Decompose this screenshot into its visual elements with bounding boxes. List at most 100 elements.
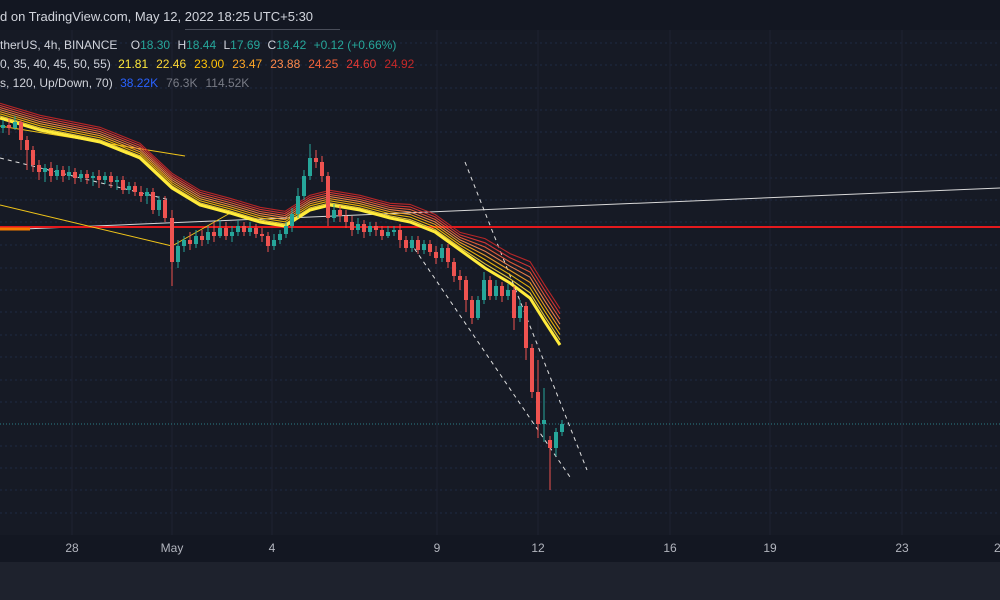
candle-up	[157, 200, 161, 210]
candle-up	[284, 226, 288, 234]
candle-up	[194, 236, 198, 244]
candle-up	[554, 432, 558, 448]
candle-up	[1, 125, 5, 128]
candle-up	[386, 232, 390, 236]
x-tick-label: 2	[994, 541, 1000, 555]
candle-down	[49, 168, 53, 176]
x-tick-label: 19	[763, 541, 777, 555]
candle-down	[260, 234, 264, 236]
legend-c-label: C	[267, 38, 277, 52]
candle-down	[380, 230, 384, 236]
candle-up	[43, 168, 47, 172]
candle-down	[25, 140, 29, 150]
price-chart[interactable]	[0, 30, 1000, 535]
legend-high: 18.44	[186, 38, 217, 52]
legend-volume-value: 38.22K	[120, 76, 159, 90]
candle-down	[320, 162, 324, 176]
candle-down	[326, 176, 330, 218]
legend-l-label: L	[223, 38, 231, 52]
legend-ribbon-value: 21.81	[118, 57, 149, 71]
candle-up	[278, 234, 282, 240]
candle-up	[422, 244, 426, 250]
candle-down	[512, 290, 516, 318]
candle-up	[476, 300, 480, 318]
candle-down	[416, 240, 420, 250]
candle-up	[91, 176, 95, 178]
legend-change: +0.12 (+0.66%)	[313, 38, 397, 52]
candle-up	[145, 192, 149, 196]
legend-ribbon-params: 0, 35, 40, 45, 50, 55)	[0, 57, 111, 71]
candle-down	[19, 122, 23, 140]
candle-down	[536, 392, 540, 424]
legend-ribbon-value: 24.92	[384, 57, 415, 71]
legend-volume: s, 120, Up/Down, 70) 38.22K 76.3K 114.52K	[0, 76, 261, 90]
x-tick-label: 9	[433, 541, 441, 555]
candle-down	[37, 165, 41, 172]
candle-up	[290, 214, 294, 226]
candle-up	[542, 420, 546, 424]
candle-up	[272, 240, 276, 246]
legend-low: 17.69	[230, 38, 261, 52]
legend-ribbon-value: 22.46	[156, 57, 187, 71]
x-tick-label: 16	[663, 541, 677, 555]
x-tick-label: 28	[65, 541, 79, 555]
legend-ohlc: therUS, 4h, BINANCE O18.30 H18.44 L17.69…	[0, 38, 400, 52]
candle-down	[151, 192, 155, 210]
candle-up	[230, 232, 234, 236]
candle-down	[548, 440, 552, 448]
candle-down	[362, 224, 366, 232]
candle-down	[404, 240, 408, 248]
candle-down	[170, 218, 174, 262]
candle-up	[308, 158, 312, 176]
legend-ribbon-value: 24.60	[346, 57, 377, 71]
legend-volume-params: s, 120, Up/Down, 70)	[0, 76, 113, 90]
candle-down	[109, 176, 113, 182]
candle-up	[236, 226, 240, 232]
candle-up	[67, 172, 71, 176]
dashed-trendline-left	[0, 157, 171, 201]
x-tick-label: 23	[895, 541, 909, 555]
candle-down	[121, 180, 125, 190]
candle-up	[182, 240, 186, 246]
candle-down	[458, 276, 462, 280]
candle-down	[428, 244, 432, 252]
candle-down	[314, 158, 318, 162]
candle-down	[446, 248, 450, 262]
candle-up	[356, 224, 360, 230]
candle-up	[410, 240, 414, 248]
candle-down	[254, 228, 258, 234]
legend-o-label: O	[130, 38, 141, 52]
legend-ribbon-value: 23.47	[232, 57, 263, 71]
chart-area[interactable]	[0, 30, 1000, 535]
candle-down	[73, 172, 77, 178]
candle-down	[452, 262, 456, 276]
candle-down	[242, 226, 246, 232]
legend-volume-value: 114.52K	[205, 76, 250, 90]
candle-down	[212, 232, 216, 236]
candle-up	[127, 186, 131, 190]
candle-up	[115, 180, 119, 182]
candle-down	[7, 125, 11, 128]
candle-up	[296, 196, 300, 214]
candle-up	[392, 230, 396, 232]
x-tick-label: 12	[531, 541, 545, 555]
candle-down	[500, 286, 504, 296]
candle-down	[488, 280, 492, 296]
legend-ribbon-value: 23.00	[194, 57, 225, 71]
candle-down	[524, 306, 528, 348]
candle-up	[482, 280, 486, 300]
candle-down	[374, 226, 378, 230]
candle-down	[61, 170, 65, 176]
candle-up	[332, 210, 336, 218]
candle-up	[368, 226, 372, 232]
candle-up	[218, 228, 222, 236]
x-axis[interactable]	[0, 535, 1000, 562]
candle-up	[518, 306, 522, 318]
candle-down	[350, 222, 354, 230]
x-tick-label: 4	[268, 541, 276, 555]
candle-down	[224, 228, 228, 236]
candle-up	[103, 176, 107, 180]
candle-down	[85, 174, 89, 178]
legend-h-label: H	[177, 38, 187, 52]
legend-volume-value: 76.3K	[166, 76, 198, 90]
